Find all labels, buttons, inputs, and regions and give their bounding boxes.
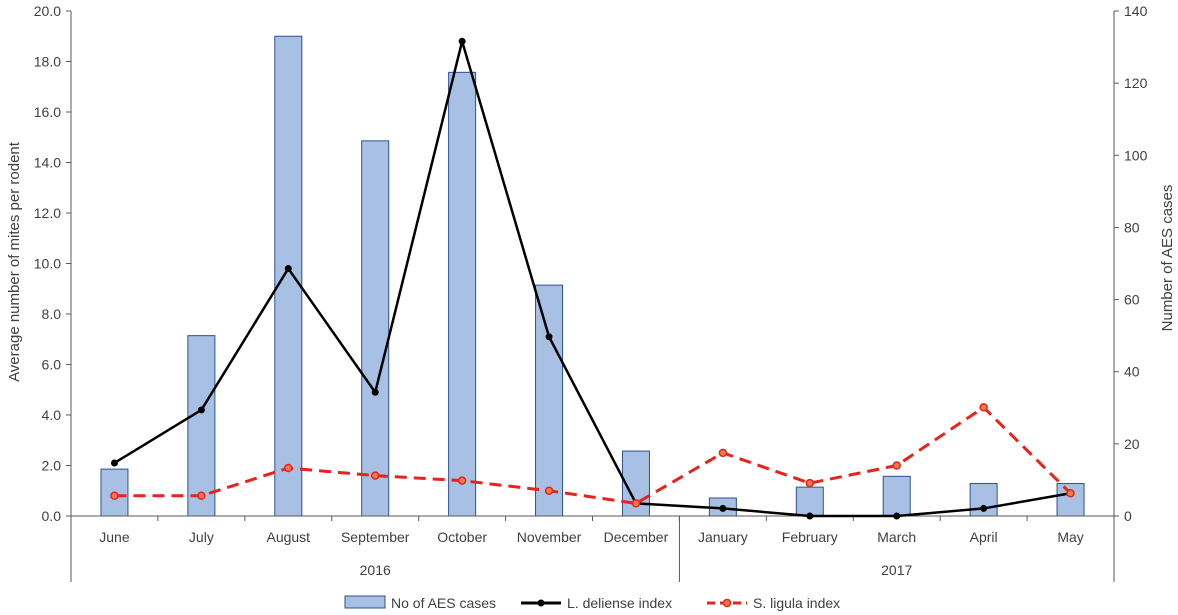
series-point — [718, 448, 728, 458]
plot-area: 0.0 2.0 4.0 6.0 8.0 10.0 12.0 14.0 16.0 18.0 20.0 0… — [34, 3, 1148, 582]
y2-tick-label: 20 — [1124, 436, 1140, 452]
series-point — [370, 471, 380, 480]
y-tick-label: 20.0 — [34, 3, 61, 19]
series-point — [197, 406, 205, 414]
x-tick-label: January — [698, 529, 748, 545]
y2-tick-label: 60 — [1124, 292, 1140, 308]
bar — [882, 475, 911, 517]
series-point — [893, 512, 901, 520]
legend-label: No of AES cases — [391, 595, 496, 611]
series-point — [892, 461, 901, 470]
y2-tick-label: 140 — [1124, 3, 1148, 19]
bar — [274, 35, 303, 517]
y-tick-label: 10.0 — [34, 256, 61, 272]
y2-tick-label: 0 — [1124, 508, 1132, 524]
series-point — [545, 333, 553, 341]
y2-tick-label: 120 — [1124, 75, 1148, 91]
y-tick-label: 14.0 — [34, 155, 61, 171]
y2-tick-label: 40 — [1124, 364, 1140, 380]
y-tick-label: 0.0 — [42, 508, 62, 524]
bar — [187, 335, 216, 517]
legend: No of AES cases L. deliense index S. ligul… — [344, 595, 840, 611]
y-tick-label: 6.0 — [42, 357, 62, 373]
series-point — [284, 463, 293, 473]
bar — [795, 486, 824, 517]
y2-axis-title: Number of AES cases — [1159, 185, 1176, 332]
series-point — [979, 403, 988, 412]
series-point — [805, 478, 815, 488]
x-tick-label: May — [1057, 529, 1083, 545]
legend-marker — [722, 598, 732, 608]
series-point — [284, 265, 292, 273]
y-axis-title: Average number of mites per rodent — [6, 141, 23, 382]
bar — [448, 71, 477, 517]
y2-tick-label: 100 — [1124, 147, 1148, 163]
series-point — [457, 476, 467, 485]
x-tick-label: September — [341, 529, 410, 545]
y-tick-label: 16.0 — [34, 104, 61, 120]
x-tick-label: July — [189, 529, 214, 545]
x-tick-label: April — [970, 529, 998, 545]
y-tick-label: 18.0 — [34, 54, 61, 70]
series-point — [197, 491, 206, 501]
y-tick-label: 2.0 — [42, 458, 62, 474]
series-point — [806, 512, 814, 520]
series-point — [110, 491, 119, 501]
series-point — [719, 504, 727, 512]
x-tick-label: June — [99, 529, 130, 545]
group-label: 2016 — [360, 562, 391, 578]
series-point — [110, 459, 118, 467]
series-line — [114, 405, 1072, 505]
y-tick-label: 12.0 — [34, 205, 61, 221]
series-point — [980, 504, 988, 512]
x-tick-label: February — [782, 529, 838, 545]
bar — [1056, 483, 1085, 517]
bar — [535, 284, 564, 517]
series-point — [1066, 489, 1075, 498]
legend-label: S. ligula index — [753, 595, 840, 611]
y-tick-label: 8.0 — [42, 306, 62, 322]
series-point — [631, 499, 641, 508]
x-tick-label: November — [517, 529, 582, 545]
series-point — [544, 486, 554, 495]
x-tick-label: August — [266, 529, 310, 545]
y-tick-label: 4.0 — [42, 407, 62, 423]
legend-swatch — [344, 595, 386, 609]
group-label: 2017 — [881, 562, 912, 578]
x-tick-label: March — [877, 529, 916, 545]
bar — [361, 140, 390, 517]
series-line — [113, 40, 1071, 518]
y2-tick-label: 80 — [1124, 219, 1140, 235]
series-point — [371, 388, 379, 396]
x-tick-label: October — [437, 529, 487, 545]
legend-marker — [537, 599, 545, 607]
legend-label: L. deliense index — [567, 595, 672, 611]
x-tick-label: December — [604, 529, 669, 545]
series-point — [458, 37, 466, 45]
